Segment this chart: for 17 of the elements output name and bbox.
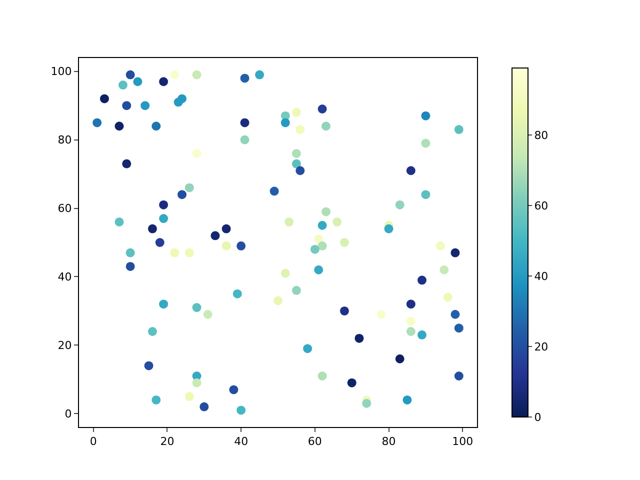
x-tick-label: 60 <box>308 435 322 448</box>
color-bar-label: 40 <box>534 270 548 283</box>
y-tick-label: 80 <box>58 134 72 147</box>
y-tick-label: 100 <box>50 65 72 78</box>
y-tick-label: 60 <box>58 202 72 216</box>
x-tick-label: 80 <box>382 435 396 448</box>
x-tick-label: 0 <box>90 435 97 448</box>
color-bar-label: 0 <box>534 410 542 424</box>
x-tick-label: 40 <box>234 435 248 448</box>
color-bar-label: 80 <box>534 128 548 142</box>
y-tick-label: 20 <box>58 339 72 352</box>
y-tick-label: 40 <box>58 270 72 284</box>
y-tick-label: 0 <box>64 408 72 420</box>
color-bar-label: 60 <box>534 199 548 212</box>
x-tick-label: 20 <box>160 435 174 448</box>
x-tick-label: 100 <box>452 435 474 448</box>
color-bar-label: 20 <box>534 340 548 354</box>
